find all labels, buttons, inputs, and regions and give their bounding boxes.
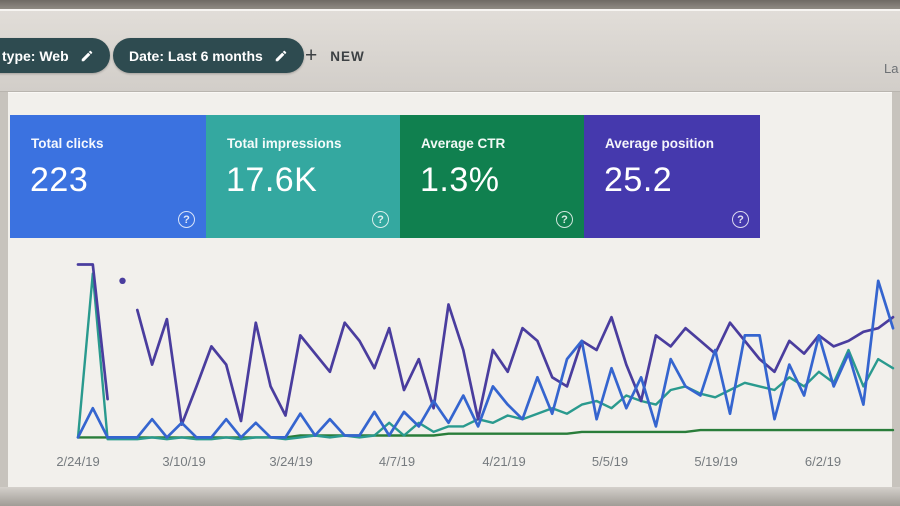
metric-label: Average CTR	[421, 136, 506, 151]
edit-pencil-icon[interactable]	[80, 49, 94, 63]
screen-top-edge	[0, 0, 900, 9]
new-filter-button[interactable]: + NEW	[305, 44, 365, 68]
clipped-text-right: La	[884, 61, 899, 76]
metric-label: Total impressions	[227, 136, 342, 151]
screen-bottom-edge	[0, 487, 900, 506]
impressions-line	[76, 263, 109, 401]
screen-edge-highlight	[0, 9, 900, 11]
metric-value: 17.6K	[226, 161, 318, 199]
metric-label: Total clicks	[31, 136, 104, 151]
x-axis-label: 4/21/19	[482, 454, 526, 469]
metric-value: 25.2	[604, 161, 673, 199]
x-axis-label: 6/2/19	[804, 454, 842, 469]
x-axis-label: 3/10/19	[162, 454, 206, 469]
x-axis-label: 4/7/19	[378, 454, 416, 469]
help-icon[interactable]: ?	[732, 211, 749, 228]
date-range-filter-chip[interactable]: Date: Last 6 months	[113, 38, 304, 73]
date-chip-label: Date: Last 6 months	[129, 47, 263, 64]
ctr-line	[76, 272, 895, 441]
position-line	[76, 428, 895, 439]
new-button-label: NEW	[330, 48, 365, 64]
x-axis-label: 3/24/19	[269, 454, 313, 469]
metric-label: Average position	[605, 136, 715, 151]
impressions-line	[135, 303, 895, 426]
average-position-card[interactable]: Average position 25.2 ?	[584, 115, 760, 238]
impressions-data-point	[119, 277, 126, 284]
help-icon[interactable]: ?	[178, 211, 195, 228]
average-ctr-card[interactable]: Average CTR 1.3% ?	[400, 115, 584, 238]
edit-pencil-icon[interactable]	[274, 49, 288, 63]
plus-icon: +	[305, 44, 318, 67]
x-axis-label: 5/5/19	[591, 454, 629, 469]
help-icon[interactable]: ?	[556, 211, 573, 228]
total-impressions-card[interactable]: Total impressions 17.6K ?	[206, 115, 400, 238]
total-clicks-card[interactable]: Total clicks 223 ?	[10, 115, 206, 238]
chart-canvas	[76, 263, 895, 441]
metric-value: 1.3%	[420, 161, 500, 199]
x-axis-label: 2/24/19	[56, 454, 100, 469]
performance-line-chart[interactable]	[76, 253, 895, 445]
help-icon[interactable]: ?	[372, 211, 389, 228]
filter-header-bar: type: Web Date: Last 6 months + NEW La	[0, 11, 900, 92]
search-type-chip-label: type: Web	[2, 47, 69, 64]
metric-value: 223	[30, 161, 89, 199]
chart-x-axis: 2/24/19 3/10/19 3/24/19 4/7/19 4/21/19 5…	[56, 454, 893, 474]
x-axis-label: 5/19/19	[694, 454, 738, 469]
clicks-line	[76, 279, 895, 439]
search-type-filter-chip[interactable]: type: Web	[0, 38, 110, 73]
